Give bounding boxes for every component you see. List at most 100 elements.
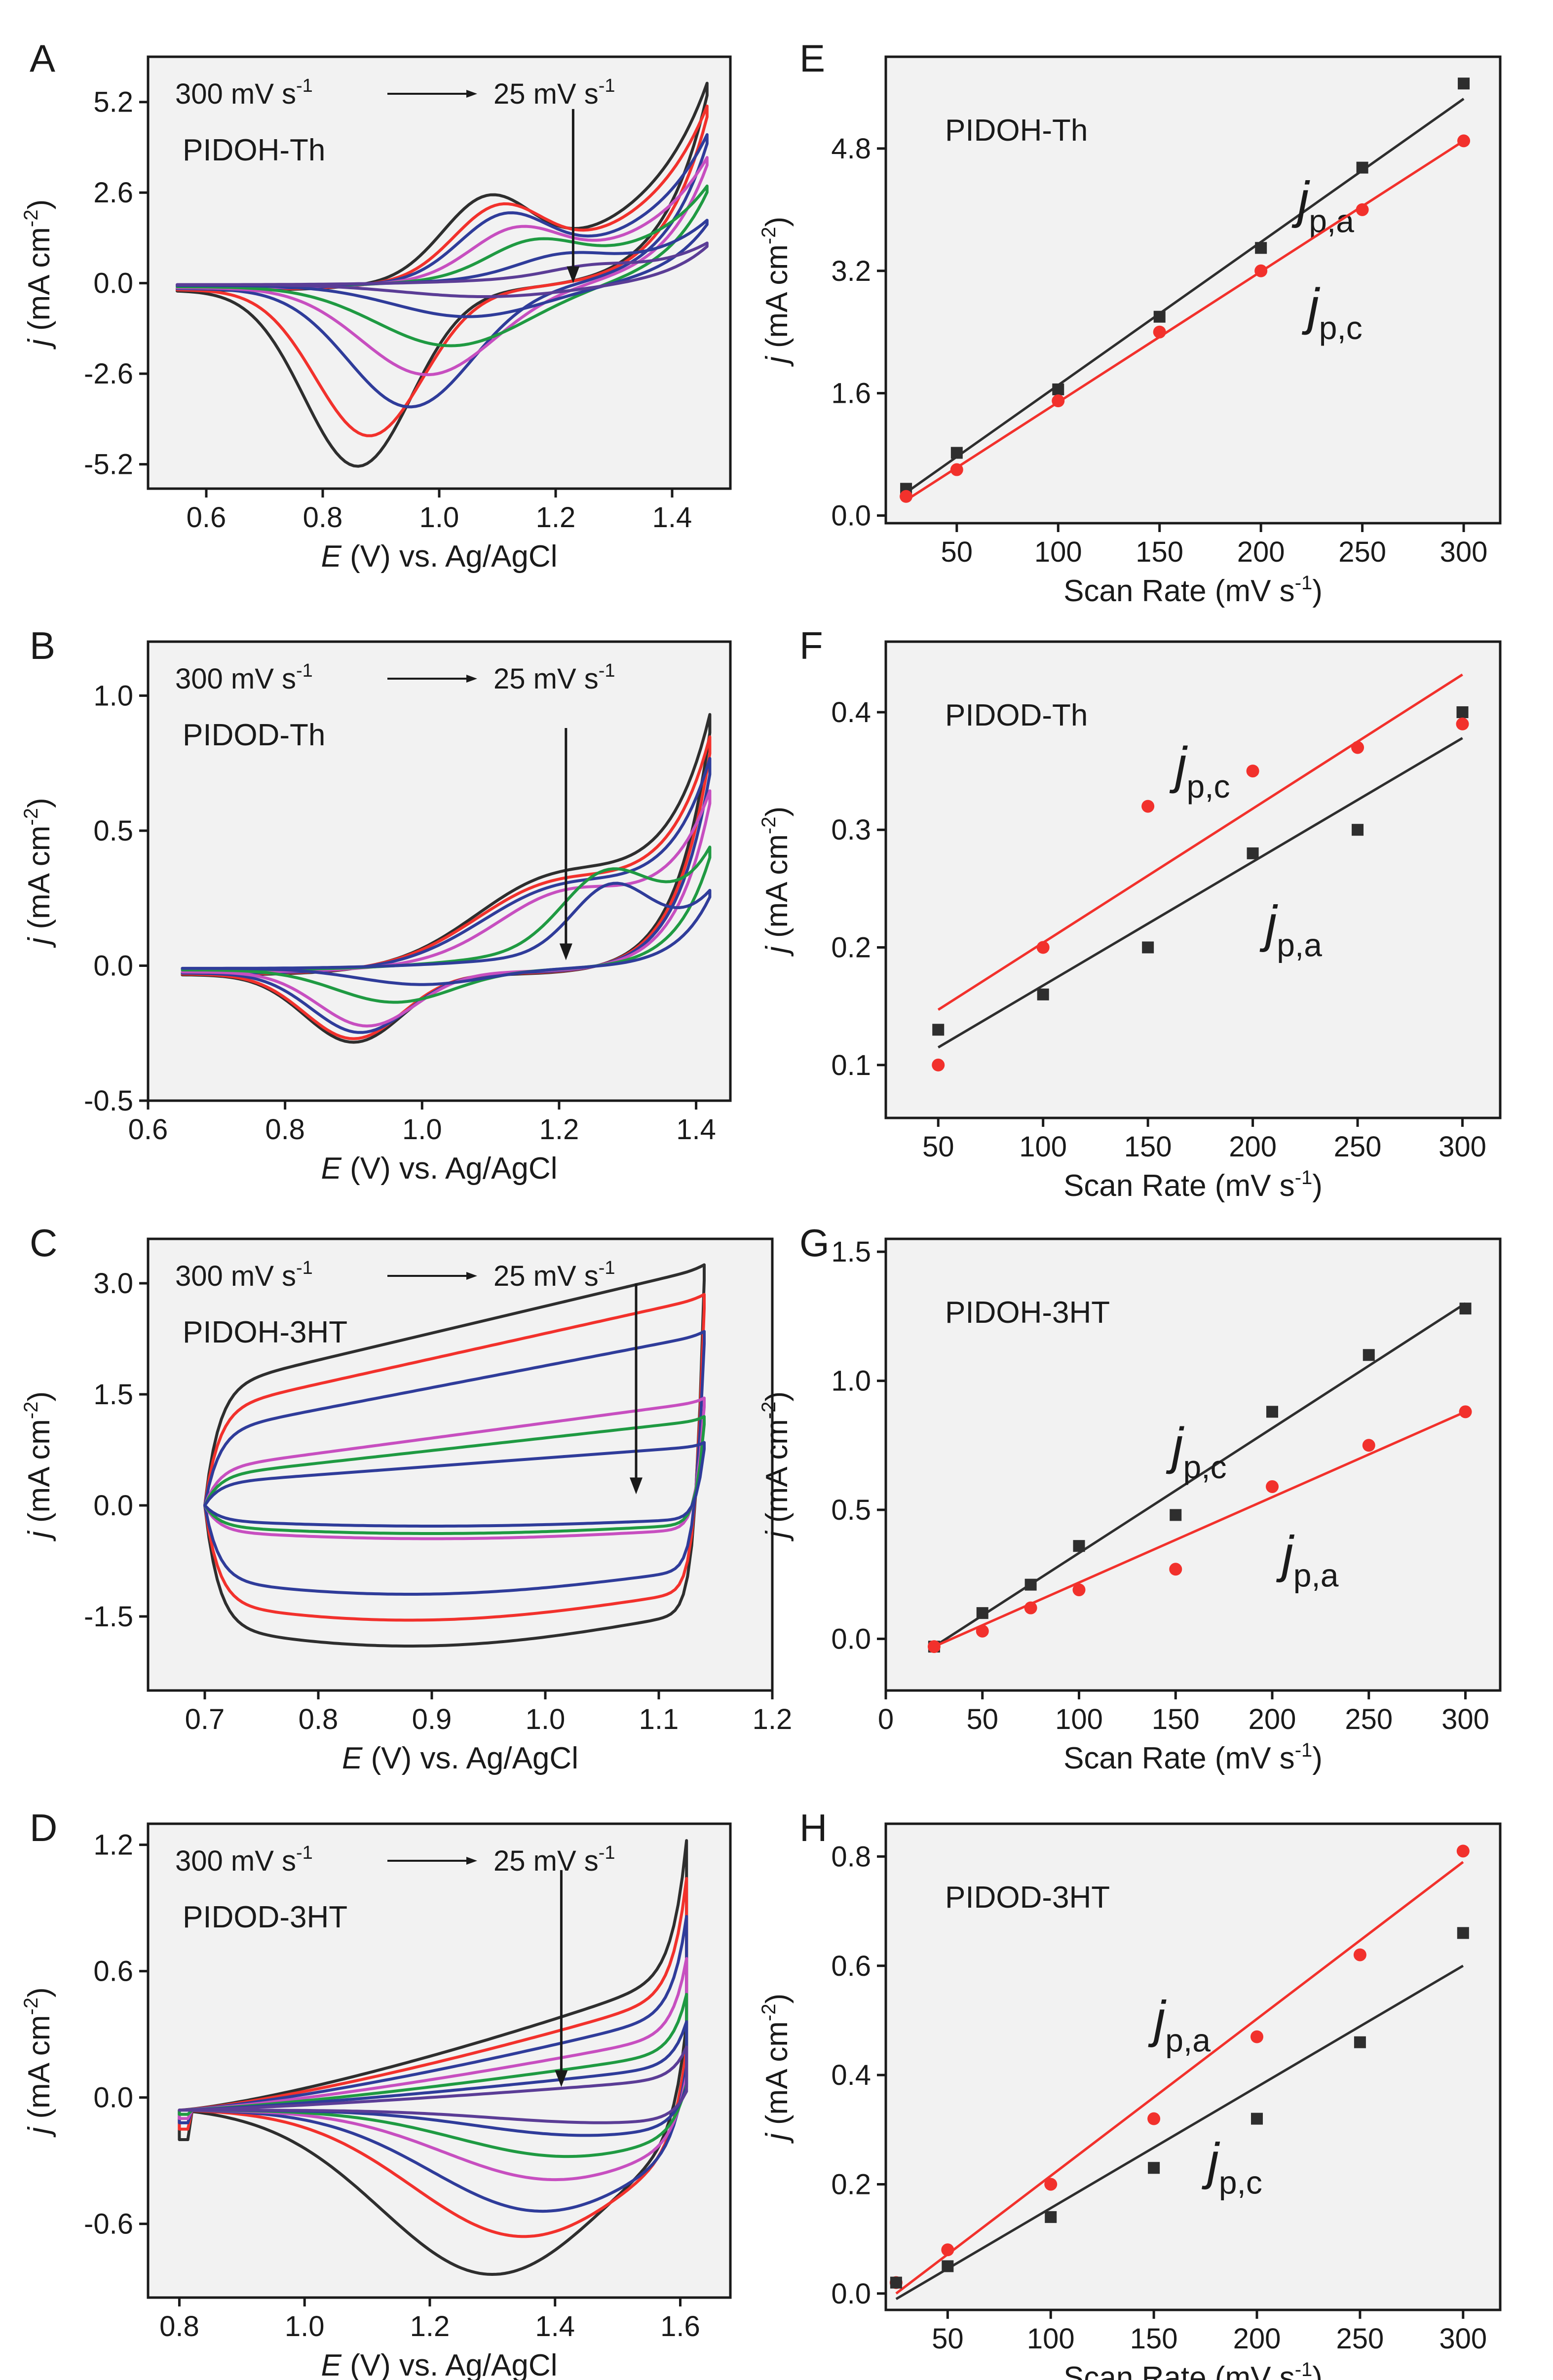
sample-label: PIDOH-Th [945,114,1088,148]
x-axis-label: E (V) vs. Ag/AgCl [342,1741,578,1775]
arrow-head [630,1477,643,1495]
data-point-black [1247,847,1259,859]
y-axis-var: j [760,355,794,367]
data-point-red [1456,1844,1470,1858]
data-point-red [1362,1439,1375,1452]
scan-from-exp: -1 [296,1843,313,1863]
x-axis-text: (V) vs. Ag/AgCl [341,1152,558,1186]
y-tick-label: 0.6 [93,1956,133,1988]
x-axis-exp: -1 [1295,1739,1313,1761]
x-tick-label: 1.1 [639,1703,679,1735]
y-axis-close: ) [760,217,794,227]
cv-curve-black [203,1263,706,1648]
panel-letter: F [799,624,823,667]
y-axis-label: j (mA cm-2) [20,1987,56,2137]
data-point-red [1169,1563,1182,1576]
x-tick-label: 1.0 [526,1703,566,1735]
y-tick-label: 1.5 [93,1379,133,1411]
y-axis-label: j (mA cm-2) [758,806,794,957]
series-label-sub: p,a [1309,202,1354,239]
series-label: jp,a [1276,1526,1339,1593]
data-point-red [950,463,963,476]
data-point-black [1251,2112,1263,2125]
data-point-black [1153,310,1166,323]
y-axis-text: (mA cm [760,2021,794,2133]
data-point-black [1024,1578,1037,1591]
cv-curve-green [203,1415,706,1535]
x-tick-label: 1.2 [410,2310,450,2342]
arrow-head [559,943,572,960]
x-axis-label: Scan Rate (mV s-1) [1063,572,1323,608]
scan-rate-to: 25 mV s-1 [493,76,615,110]
scan-rate-from: 300 mV s-1 [175,1258,313,1292]
legend-arrow-head [466,1272,477,1280]
y-tick-label: 1.2 [93,1829,133,1861]
y-axis-var: j [760,2132,794,2144]
scan-rate-to: 25 mV s-1 [493,1843,615,1877]
sample-label: PIDOD-Th [945,698,1088,732]
scan-to-text: 25 mV s [493,1845,599,1877]
y-axis-close: ) [760,1994,794,2004]
x-tick-label: 1.4 [652,501,692,534]
data-point-black [890,2276,902,2289]
y-axis-var: j [22,2126,56,2138]
scan-to-exp: -1 [599,1843,615,1863]
series-label-sub: p,c [1219,2164,1262,2200]
y-tick-label: 0.2 [831,932,871,964]
fit-line-black [905,98,1465,494]
scan-from-text: 300 mV s [175,663,296,695]
data-point-black [1363,1349,1375,1361]
x-tick-label: 1.0 [419,501,459,534]
scan-rate-from: 300 mV s-1 [175,660,313,695]
x-tick-label: 300 [1439,2323,1487,2355]
y-tick-label: 1.5 [831,1236,871,1268]
x-tick-label: 0.7 [185,1703,225,1735]
x-tick-label: 1.0 [402,1113,442,1146]
y-tick-label: -5.2 [84,449,133,481]
y-axis-text: (mA cm [22,1419,56,1531]
data-point-black [976,1607,988,1619]
y-axis-var: j [22,1530,56,1541]
x-tick-label: 250 [1334,1131,1382,1163]
y-axis-label: j (mA cm-2) [20,798,56,948]
data-point-red [1052,394,1065,408]
x-tick-label: 100 [1019,1131,1067,1163]
x-tick-label: 0.8 [299,1703,339,1735]
data-point-red [1141,800,1155,813]
x-tick-label: 0 [878,1703,894,1735]
x-tick-label: 50 [932,2323,964,2355]
x-tick-label: 300 [1441,1703,1489,1735]
x-axis-text: (V) vs. Ag/AgCl [362,1741,578,1775]
data-point-black [950,447,963,459]
x-axis-text: Scan Rate (mV s [1063,2361,1295,2380]
cv-curve-blue [203,1330,706,1596]
y-tick-label: 0.0 [93,950,133,982]
x-axis-exp: -1 [1295,1167,1313,1189]
series-label-sub: p,c [1319,309,1363,346]
x-axis-var: E [321,2348,342,2380]
x-tick-label: 250 [1345,1703,1393,1735]
data-point-red [1459,1405,1472,1419]
panel-D: D 0.8 1.0 1.2 1.4 1.6 -0.6 0.0 0.6 1.2 E (V) vs. A… [20,1806,732,2380]
data-point-black [1352,824,1364,836]
data-point-black [1266,1406,1279,1418]
fit-line-red [895,1861,1464,2295]
x-axis-exp: -1 [1295,572,1313,594]
panel-G: G 0 50 100 150 200 250 300 0.0 0.5 1.0 1.5 Scan Rate… [758,1221,1502,1775]
data-point-black [1457,1927,1469,1939]
y-axis-exp: -2 [20,1401,42,1419]
data-point-red [1024,1601,1037,1614]
data-point-red [976,1624,989,1638]
scan-from-exp: -1 [296,76,313,96]
x-axis-var: E [321,539,342,574]
x-tick-label: 150 [1130,2323,1178,2355]
data-point-red [1254,264,1268,277]
scan-to-text: 25 mV s [493,78,599,110]
data-point-red [900,490,913,503]
x-tick-label: 0.6 [128,1113,168,1146]
y-axis-text: (mA cm [760,244,794,356]
fit-line-black [933,1302,1466,1648]
data-point-red [1351,741,1364,754]
data-point-red [1246,765,1259,778]
